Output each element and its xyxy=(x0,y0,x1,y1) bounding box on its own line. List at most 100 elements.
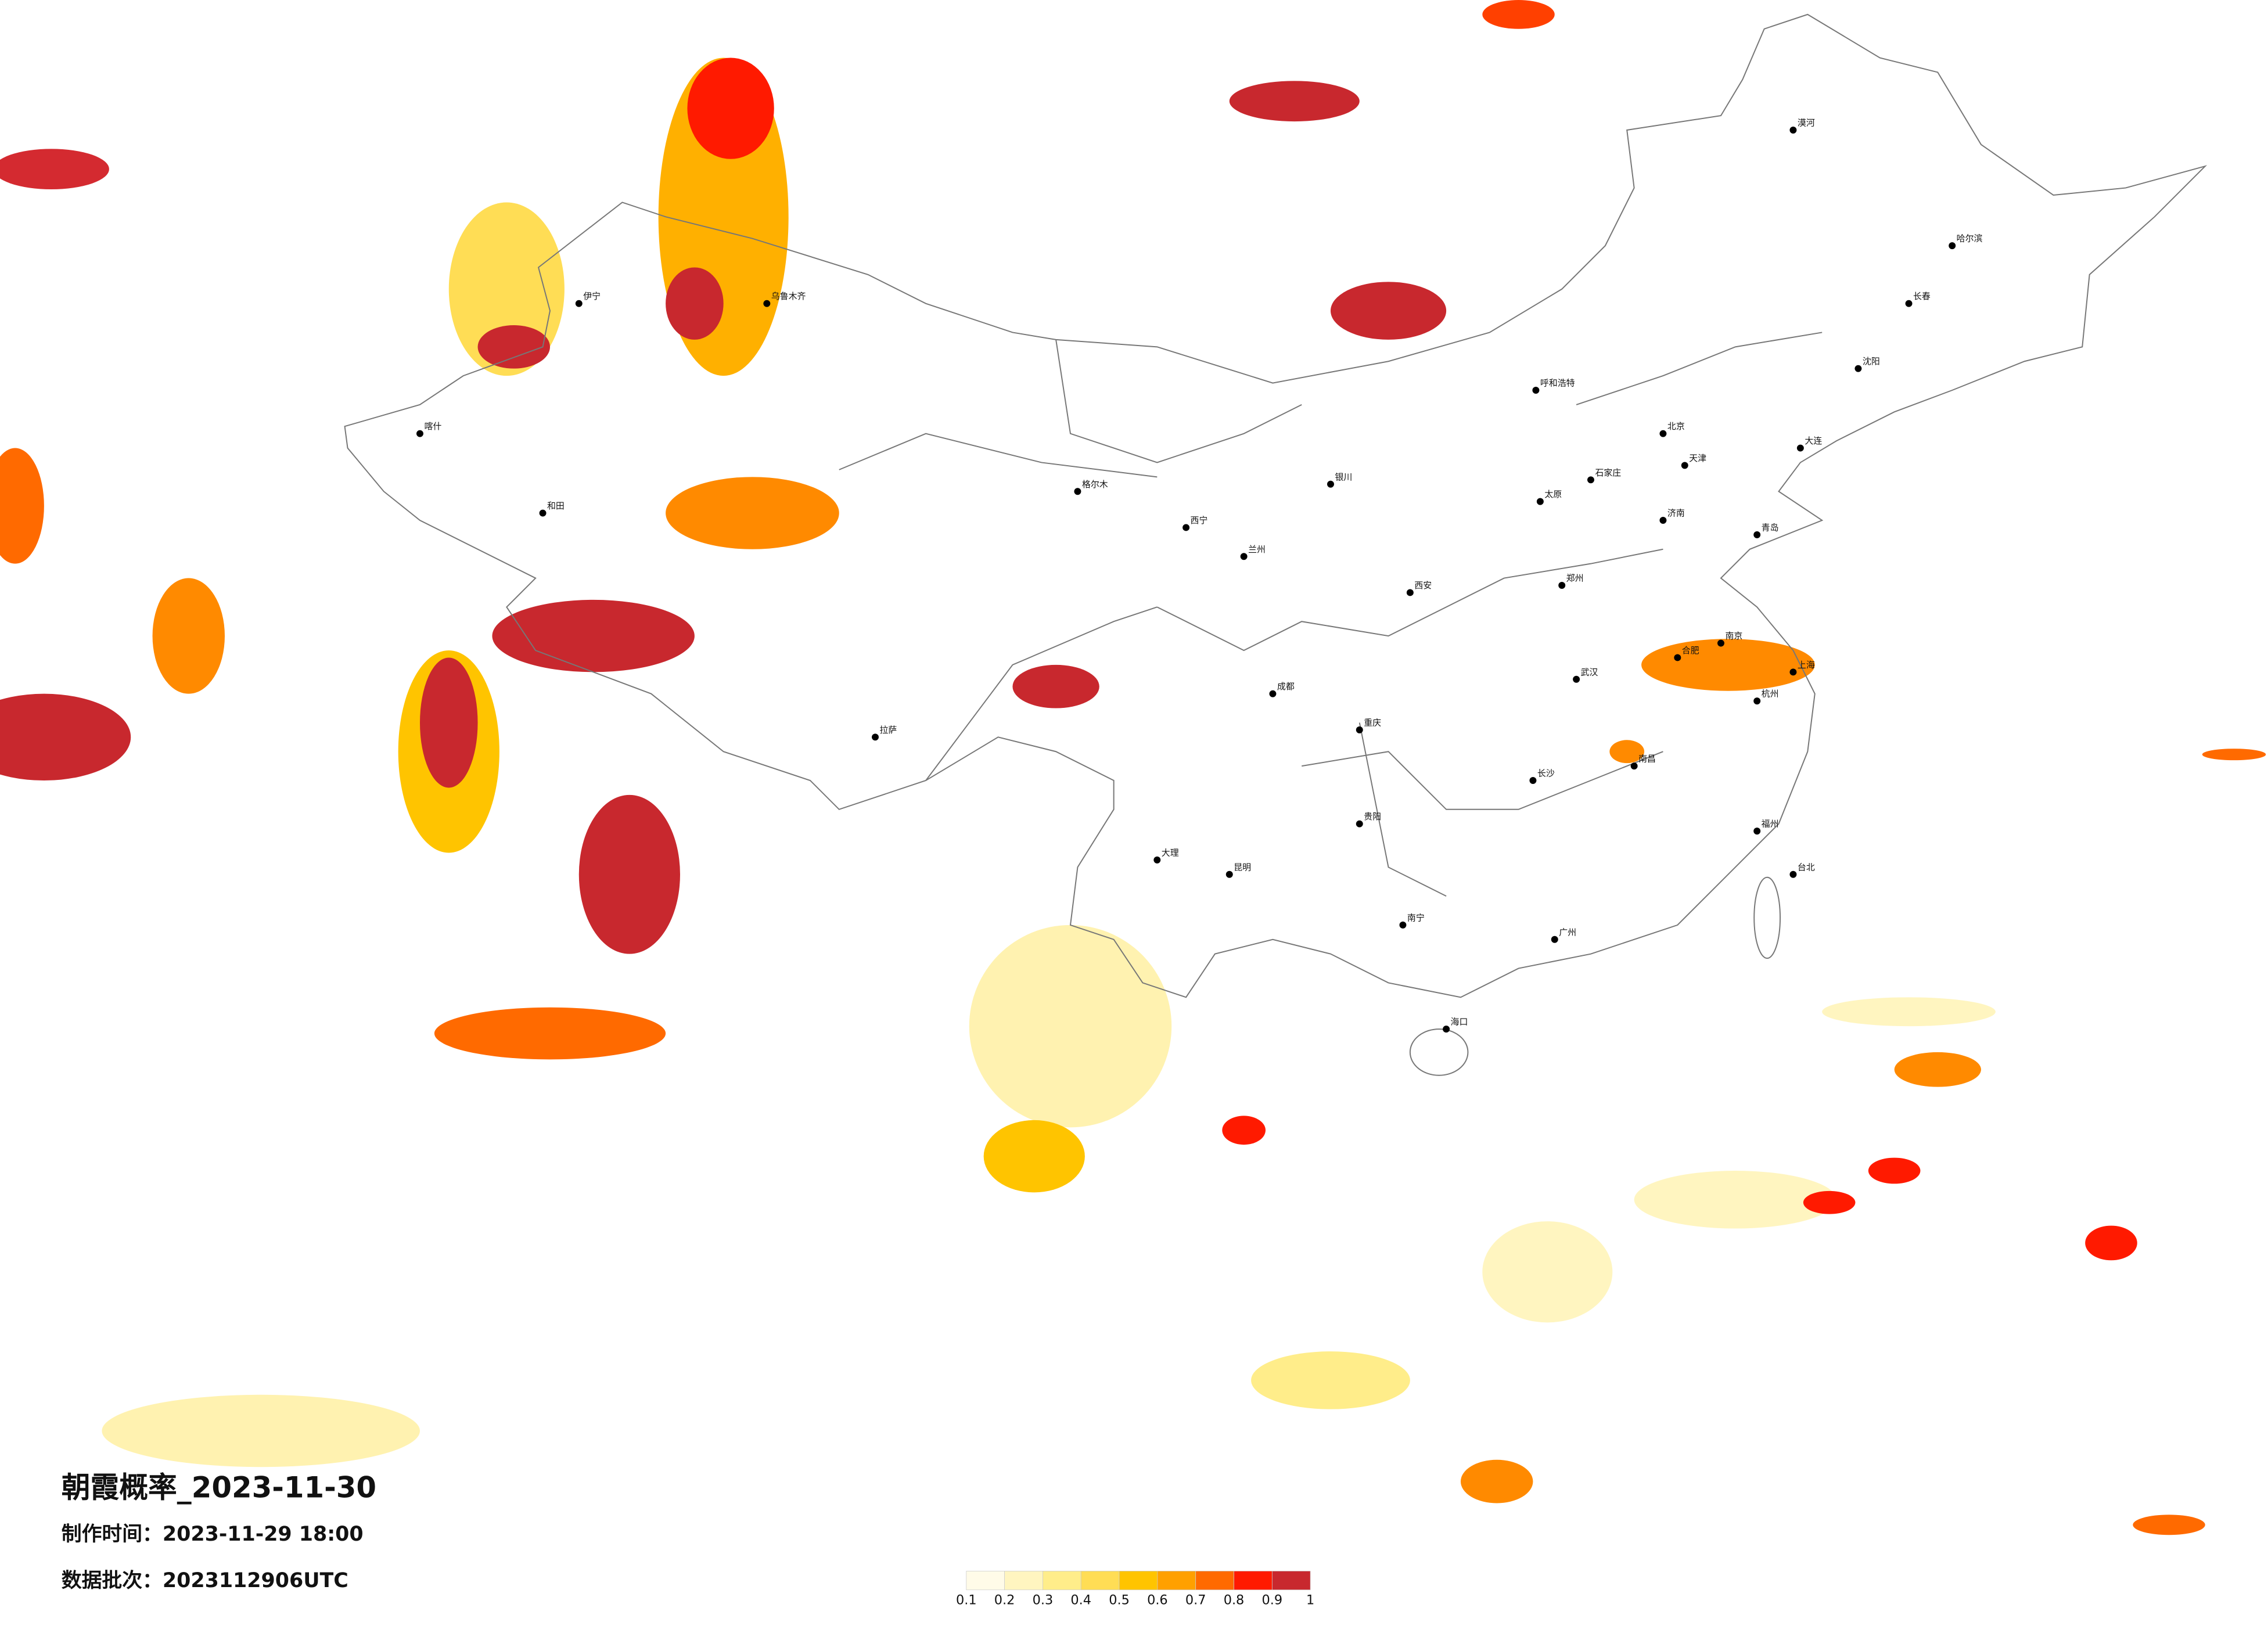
city-dot xyxy=(1796,444,1804,452)
probability-layer xyxy=(0,0,2266,1535)
city-label: 北京 xyxy=(1667,421,1685,431)
city-dot xyxy=(1573,675,1580,683)
probability-patch xyxy=(477,325,550,369)
colorbar-box xyxy=(1271,1571,1311,1591)
colorbar-box xyxy=(1195,1571,1234,1591)
city-dot xyxy=(1406,589,1414,596)
city-label: 太原 xyxy=(1544,489,1562,499)
city-dot xyxy=(1949,242,1956,250)
city-dot xyxy=(1153,856,1161,864)
city-label: 兰州 xyxy=(1248,544,1266,555)
colorbar-box xyxy=(1234,1571,1273,1591)
city-dot xyxy=(1269,690,1277,697)
probability-patch xyxy=(1482,1221,1613,1323)
city-dot xyxy=(416,430,423,437)
city-label: 西安 xyxy=(1414,580,1432,591)
city-dot xyxy=(1789,668,1797,676)
city-label: 合肥 xyxy=(1682,645,1699,656)
probability-patch xyxy=(1868,1157,1921,1184)
city-label: 格尔木 xyxy=(1082,479,1108,490)
colorbar-box xyxy=(1157,1571,1196,1591)
city-label: 漠河 xyxy=(1798,118,1815,128)
probability-patch xyxy=(0,149,109,190)
colorbar-tick-label: 0.8 xyxy=(1224,1593,1245,1608)
city-label: 杭州 xyxy=(1762,689,1779,699)
city-dot xyxy=(1854,365,1862,372)
city-label: 昆明 xyxy=(1234,862,1251,872)
map-title: 朝霞概率_2023-11-30 xyxy=(62,1470,376,1504)
city-dot xyxy=(1356,820,1363,828)
island-border xyxy=(1409,1028,1469,1076)
probability-patch xyxy=(1330,282,1447,340)
city-dot xyxy=(1587,476,1594,484)
city-dot xyxy=(1225,870,1233,878)
city-dot xyxy=(1443,1026,1450,1033)
probability-patch xyxy=(2202,749,2266,761)
city-label: 广州 xyxy=(1559,927,1576,937)
city-label: 大连 xyxy=(1805,436,1822,446)
city-dot xyxy=(1399,921,1407,929)
city-dot xyxy=(872,733,879,741)
probability-patch xyxy=(1229,81,1360,122)
city-dot xyxy=(1558,582,1566,589)
colorbar-tick-label: 0.7 xyxy=(1185,1593,1206,1608)
city-label: 大理 xyxy=(1162,847,1179,858)
probability-patch xyxy=(1634,1171,1837,1229)
probability-patch xyxy=(492,599,695,672)
city-dot xyxy=(763,300,771,307)
city-dot xyxy=(1182,524,1190,531)
city-label: 济南 xyxy=(1667,508,1685,519)
city-label: 喀什 xyxy=(424,421,441,431)
city-label: 上海 xyxy=(1798,660,1815,670)
city-dot xyxy=(1789,127,1797,134)
city-label: 海口 xyxy=(1451,1017,1468,1027)
probability-patch xyxy=(1222,1116,1266,1145)
colorbar-tick-label: 1 xyxy=(1306,1593,1314,1608)
colorbar-tick-label: 0.2 xyxy=(994,1593,1015,1608)
colorbar-box xyxy=(966,1571,1005,1591)
city-dot xyxy=(1074,488,1081,495)
probability-patch xyxy=(2133,1515,2205,1535)
probability-patch xyxy=(1803,1190,1856,1214)
city-label: 拉萨 xyxy=(879,725,897,735)
city-label: 银川 xyxy=(1335,472,1352,482)
probability-patch xyxy=(152,578,225,694)
city-dot xyxy=(1905,300,1913,307)
probability-patch xyxy=(666,477,839,549)
city-dot xyxy=(1753,531,1761,538)
city-dot xyxy=(575,300,583,307)
probability-patch xyxy=(0,693,131,780)
city-label: 和田 xyxy=(547,501,565,511)
city-label: 呼和浩特 xyxy=(1540,378,1575,388)
city-dot xyxy=(1536,498,1544,505)
city-label: 伊宁 xyxy=(583,291,601,301)
city-dot xyxy=(1532,387,1540,394)
city-label: 郑州 xyxy=(1566,573,1584,584)
city-label: 南京 xyxy=(1725,631,1742,641)
city-dot xyxy=(1356,726,1363,733)
city-label: 乌鲁木齐 xyxy=(771,291,806,301)
colorbar-tick-label: 0.3 xyxy=(1033,1593,1054,1608)
city-dot xyxy=(1551,936,1558,943)
probability-patch xyxy=(687,57,774,159)
probability-patch xyxy=(1460,1459,1533,1503)
city-label: 长春 xyxy=(1913,291,1931,301)
probability-patch xyxy=(1482,0,1555,29)
city-dot xyxy=(1327,480,1334,488)
city-label: 沈阳 xyxy=(1863,356,1880,366)
city-label: 长沙 xyxy=(1537,768,1555,779)
city-dot xyxy=(1659,430,1667,437)
city-label: 西宁 xyxy=(1191,515,1208,526)
city-label: 南宁 xyxy=(1407,912,1425,923)
city-label: 石家庄 xyxy=(1595,467,1621,478)
colorbar-tick-label: 0.6 xyxy=(1147,1593,1168,1608)
probability-patch xyxy=(0,448,44,564)
island-border xyxy=(1753,876,1781,959)
colorbar-box xyxy=(1043,1571,1081,1591)
city-dot xyxy=(1717,639,1724,647)
city-dot xyxy=(1681,462,1688,469)
